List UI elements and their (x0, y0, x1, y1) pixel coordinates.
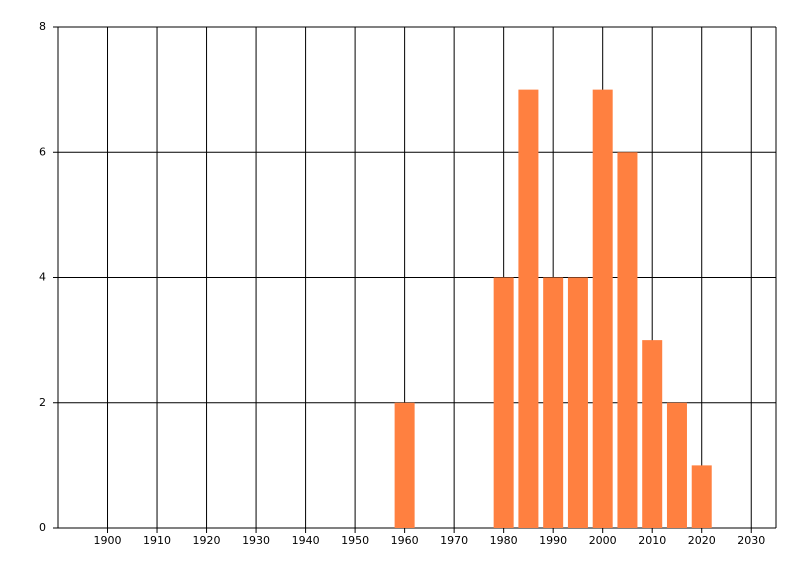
x-tick-label: 1940 (292, 534, 320, 547)
x-tick-label: 1970 (440, 534, 468, 547)
x-tick-label: 1990 (539, 534, 567, 547)
x-tick-label: 1980 (490, 534, 518, 547)
x-tick-label: 1900 (94, 534, 122, 547)
bar (518, 89, 539, 528)
y-tick-label: 8 (39, 20, 46, 33)
x-tick-label: 1910 (143, 534, 171, 547)
x-tick-label: 1930 (242, 534, 270, 547)
bar (592, 89, 613, 528)
bar (543, 277, 564, 528)
x-tick-label: 1950 (341, 534, 369, 547)
y-tick-label: 2 (39, 396, 46, 409)
bar (493, 277, 514, 528)
bar (394, 402, 415, 528)
y-tick-label: 4 (39, 271, 46, 284)
bar (617, 152, 638, 528)
x-tick-label: 2030 (737, 534, 765, 547)
x-tick-label: 1960 (391, 534, 419, 547)
x-tick-label: 2010 (638, 534, 666, 547)
bar (666, 402, 687, 528)
y-tick-label: 6 (39, 145, 46, 158)
x-tick-label: 2020 (688, 534, 716, 547)
x-tick-label: 1920 (193, 534, 221, 547)
x-tick-label: 2000 (589, 534, 617, 547)
bar (691, 465, 712, 528)
bar (567, 277, 588, 528)
bar (642, 340, 663, 528)
y-tick-label: 0 (39, 521, 46, 534)
